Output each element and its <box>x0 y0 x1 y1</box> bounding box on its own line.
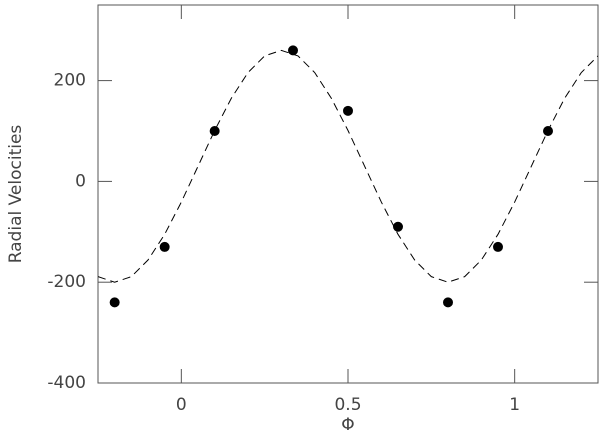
y-tick-label: 0 <box>75 171 86 191</box>
data-point <box>443 297 453 308</box>
y-tick-label: 200 <box>54 71 86 91</box>
plot-frame <box>97 4 599 384</box>
x-axis-label: Φ <box>341 415 354 435</box>
x-tick-label: 0.5 <box>334 395 361 415</box>
data-point <box>288 45 298 56</box>
y-axis-label: Radial Velocities <box>6 125 26 264</box>
fit-curve <box>98 49 598 283</box>
data-point <box>159 241 170 252</box>
y-tick-label: -200 <box>47 272 86 292</box>
data-point <box>209 126 220 136</box>
data-point <box>109 297 120 308</box>
x-tick-label: 0 <box>176 395 187 415</box>
x-tick-label: 1 <box>509 395 520 415</box>
data-point <box>393 221 403 232</box>
data-point <box>493 241 503 252</box>
y-tick-label: -400 <box>47 373 86 393</box>
data-point <box>343 105 353 116</box>
